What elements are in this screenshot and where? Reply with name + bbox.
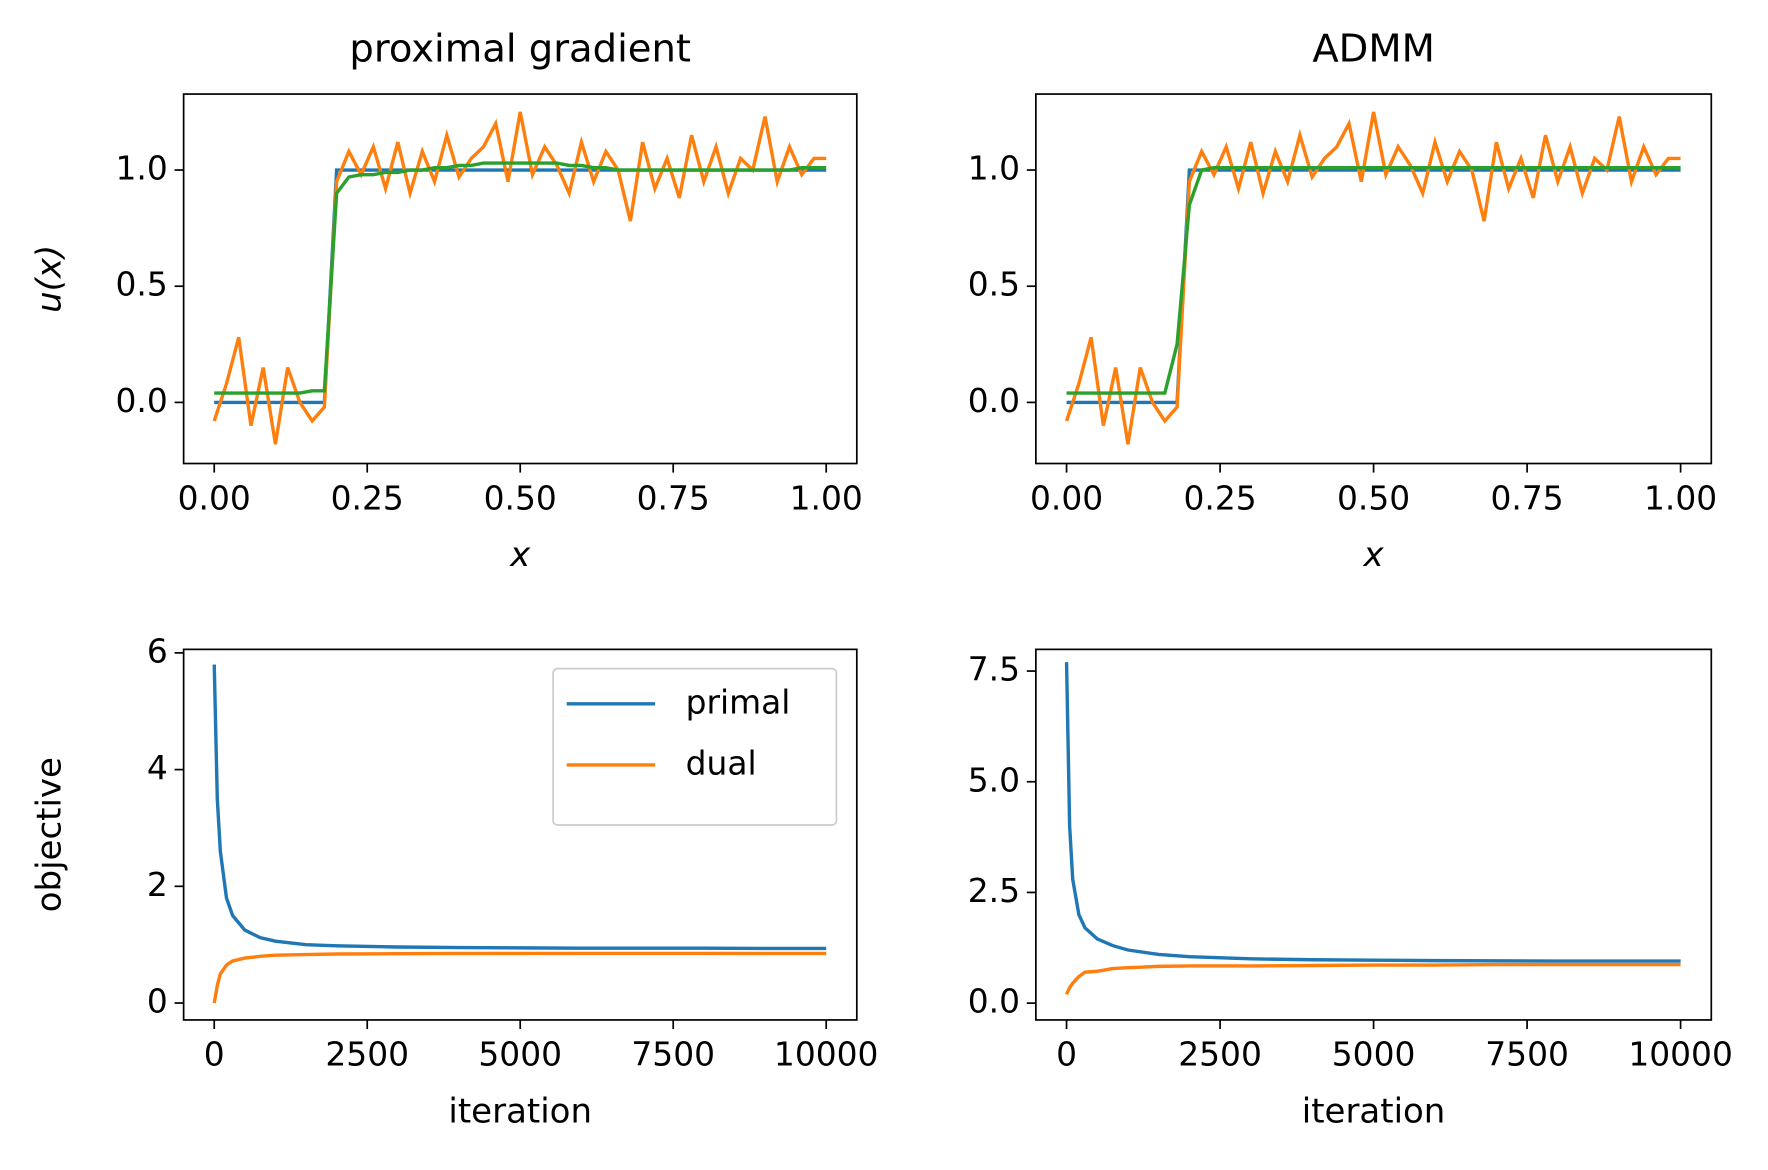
data-line [212, 951, 827, 1004]
x-tick-label: 7500 [1485, 1035, 1569, 1074]
axes-title: ADMM [1312, 26, 1434, 71]
x-tick-label: 5000 [478, 1035, 562, 1074]
x-axis-label: x [1363, 535, 1385, 575]
axes-frame [182, 648, 858, 1021]
x-tick-label: 0 [1056, 1035, 1077, 1074]
y-tick-label: 6 [147, 631, 168, 670]
axes-frame [1035, 93, 1713, 465]
y-tick-label: 0 [147, 982, 168, 1021]
x-tick-label: 0 [204, 1035, 225, 1074]
x-tick-label: 1.00 [790, 478, 863, 517]
data-line [1064, 662, 1681, 963]
x-tick-label: 0.25 [331, 478, 404, 517]
x-axis-label: iteration [448, 1091, 592, 1131]
y-tick-label: 1.0 [116, 149, 168, 188]
y-tick-label: 0.5 [116, 265, 168, 304]
x-tick-label: 2500 [1178, 1035, 1262, 1074]
x-tick-label: 2500 [325, 1035, 409, 1074]
y-tick-label: 1.0 [968, 149, 1020, 188]
y-tick-label: 4 [147, 748, 168, 787]
x-tick-label: 10000 [1628, 1035, 1733, 1074]
data-line [1064, 111, 1681, 445]
y-tick-label: 0.0 [116, 381, 168, 420]
x-axis-label: iteration [1302, 1091, 1446, 1131]
legend-frame [552, 667, 838, 826]
data-line [1065, 962, 1681, 995]
x-tick-label: 0.50 [484, 478, 557, 517]
y-tick-label: 2 [147, 865, 168, 904]
y-tick-label: 0.0 [968, 982, 1020, 1021]
x-tick-label: 10000 [774, 1035, 879, 1074]
x-tick-label: 5000 [1332, 1035, 1416, 1074]
y-tick-label: 5.0 [968, 760, 1020, 799]
y-tick-label: 7.5 [968, 650, 1020, 689]
data-line [1066, 166, 1681, 395]
x-tick-label: 1.00 [1644, 478, 1717, 517]
data-line [212, 111, 827, 445]
y-axis-label: u(x) [30, 245, 70, 313]
axes-frame [182, 93, 858, 465]
data-line [214, 161, 827, 395]
legend-label: dual [686, 743, 757, 782]
x-tick-label: 0.00 [1030, 478, 1103, 517]
x-tick-label: 7500 [631, 1035, 715, 1074]
y-tick-label: 2.5 [968, 871, 1020, 910]
x-tick-label: 0.75 [1491, 478, 1564, 517]
y-tick-label: 0.5 [968, 265, 1020, 304]
axes-title: proximal gradient [349, 26, 691, 71]
data-line [1066, 168, 1681, 405]
x-tick-label: 0.50 [1337, 478, 1410, 517]
x-axis-label: x [509, 535, 531, 575]
y-axis-label: objective [30, 757, 70, 912]
x-tick-label: 0.75 [637, 478, 710, 517]
legend-label: primal [686, 682, 791, 721]
x-tick-label: 0.25 [1183, 478, 1256, 517]
data-line [214, 168, 827, 405]
x-tick-label: 0.00 [178, 478, 251, 517]
y-tick-label: 0.0 [968, 381, 1020, 420]
data-line [212, 664, 827, 951]
axes-frame [1035, 648, 1713, 1021]
